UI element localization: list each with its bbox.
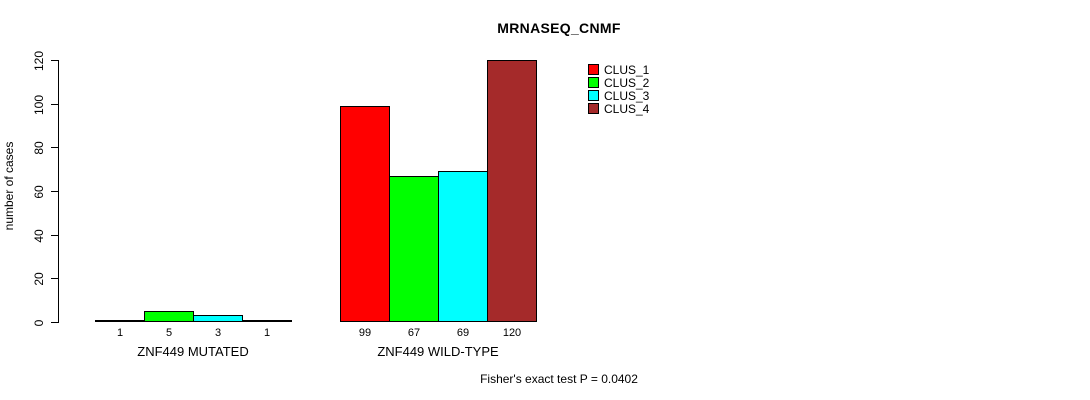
bar [438, 171, 488, 322]
bar-value-label: 1 [116, 327, 124, 339]
legend-swatch [588, 90, 599, 101]
legend-item: CLUS_3 [588, 88, 650, 103]
legend-item: CLUS_2 [588, 75, 650, 90]
chart-title: MRNASEQ_CNMF [497, 20, 621, 36]
bar-value-label: 99 [358, 327, 372, 339]
bar-value-label: 3 [214, 327, 222, 339]
group-label: ZNF449 WILD-TYPE [377, 344, 499, 359]
legend-swatch [588, 64, 599, 75]
legend-swatch [588, 103, 599, 114]
legend-swatch [588, 77, 599, 88]
y-axis-tick-label: 40 [32, 228, 46, 243]
bar-value-label: 67 [407, 327, 421, 339]
bar [487, 60, 537, 322]
y-axis-tick-label: 100 [32, 94, 46, 115]
legend-label: CLUS_4 [604, 101, 650, 116]
y-axis-tick [51, 147, 58, 148]
y-axis-tick [51, 60, 58, 61]
legend-item: CLUS_4 [588, 101, 650, 116]
bar-value-label: 120 [502, 327, 522, 339]
y-axis-tick-label: 20 [32, 271, 46, 286]
bar [193, 315, 243, 322]
bar-value-label: 5 [165, 327, 173, 339]
legend-label: CLUS_2 [604, 75, 650, 90]
y-axis-tick [51, 191, 58, 192]
y-axis-tick [51, 104, 58, 105]
legend: CLUS_1 CLUS_2 CLUS_3 CLUS_4 [588, 64, 649, 116]
bar [144, 311, 194, 322]
y-axis-tick [51, 278, 58, 279]
bar-value-label: 1 [263, 327, 271, 339]
y-axis-tick-label: 120 [32, 50, 46, 71]
y-axis-tick-label: 60 [32, 184, 46, 199]
group-label: ZNF449 MUTATED [137, 344, 249, 359]
fisher-test-annotation: Fisher's exact test P = 0.0402 [480, 372, 638, 386]
bar [242, 320, 292, 322]
y-axis-label: number of cases [2, 141, 16, 231]
y-axis-tick-label: 0 [32, 319, 46, 326]
y-axis-tick [51, 235, 58, 236]
bar [340, 106, 390, 322]
y-axis-tick [51, 322, 58, 323]
legend-item: CLUS_1 [588, 62, 650, 77]
bar [95, 320, 145, 322]
y-axis-tick-label: 80 [32, 140, 46, 155]
legend-label: CLUS_3 [604, 88, 650, 103]
legend-label: CLUS_1 [604, 62, 650, 77]
bar [389, 176, 439, 322]
y-axis-line [58, 60, 59, 323]
bar-value-label: 69 [456, 327, 470, 339]
